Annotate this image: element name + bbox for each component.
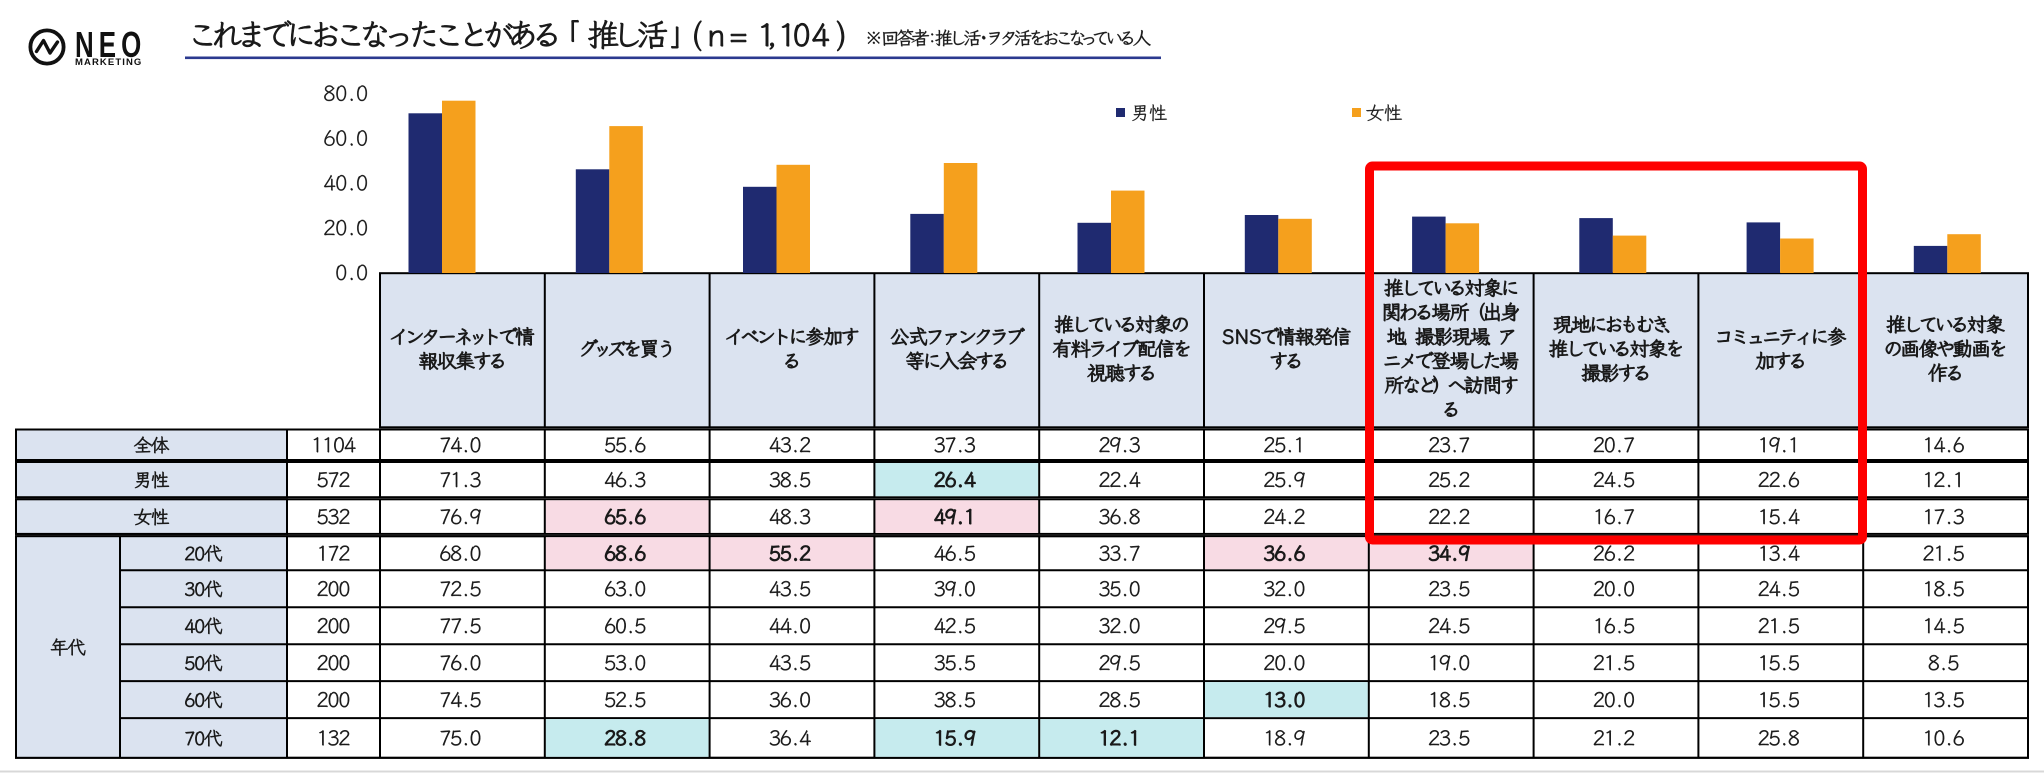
svg-text:MARKETING: MARKETING — [75, 57, 142, 68]
svg-text:NEO: NEO — [75, 25, 146, 65]
